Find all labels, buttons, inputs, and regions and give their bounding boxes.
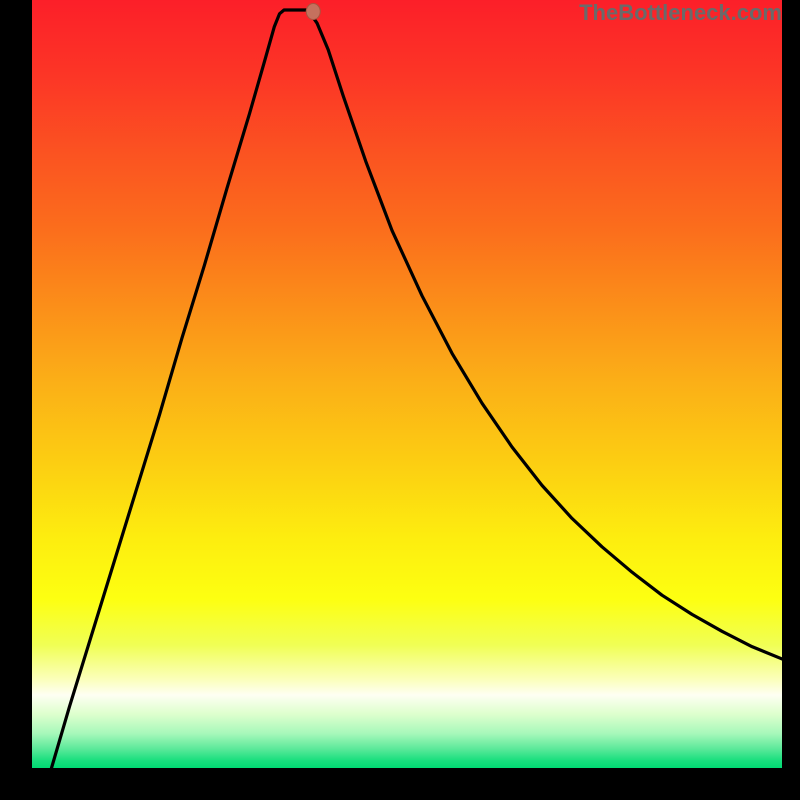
optimal-point-marker	[306, 4, 320, 20]
watermark-text: TheBottleneck.com	[579, 0, 782, 26]
bottleneck-curve	[52, 10, 783, 768]
chart-canvas: TheBottleneck.com	[0, 0, 800, 800]
curve-layer	[0, 0, 800, 800]
